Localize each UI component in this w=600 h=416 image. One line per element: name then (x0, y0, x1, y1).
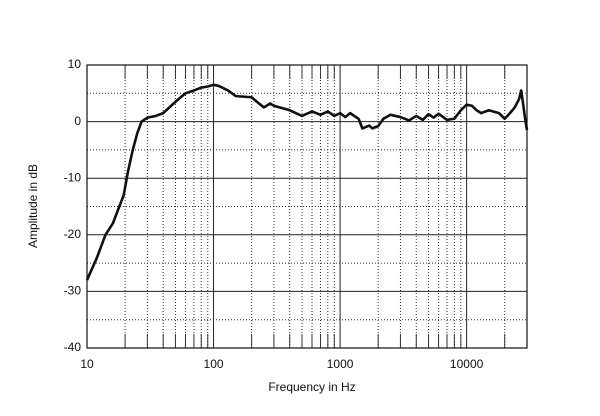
y-tick-label: -20 (64, 227, 82, 241)
x-axis-label: Frequency in Hz (268, 380, 355, 394)
y-tick-label: 10 (68, 57, 82, 71)
y-axis-label: Amplitude in dB (26, 164, 40, 248)
y-tick-label: -10 (64, 170, 82, 184)
x-tick-label: 10 (80, 357, 94, 371)
response-line (85, 83, 529, 281)
x-tick-label: 10000 (450, 357, 484, 371)
y-tick-label: 0 (74, 114, 81, 128)
y-tick-label: -40 (64, 340, 82, 354)
x-tick-label: 100 (204, 357, 224, 371)
x-tick-label: 1000 (327, 357, 354, 371)
y-tick-label: -30 (64, 284, 82, 298)
plot-frame (86, 64, 528, 349)
